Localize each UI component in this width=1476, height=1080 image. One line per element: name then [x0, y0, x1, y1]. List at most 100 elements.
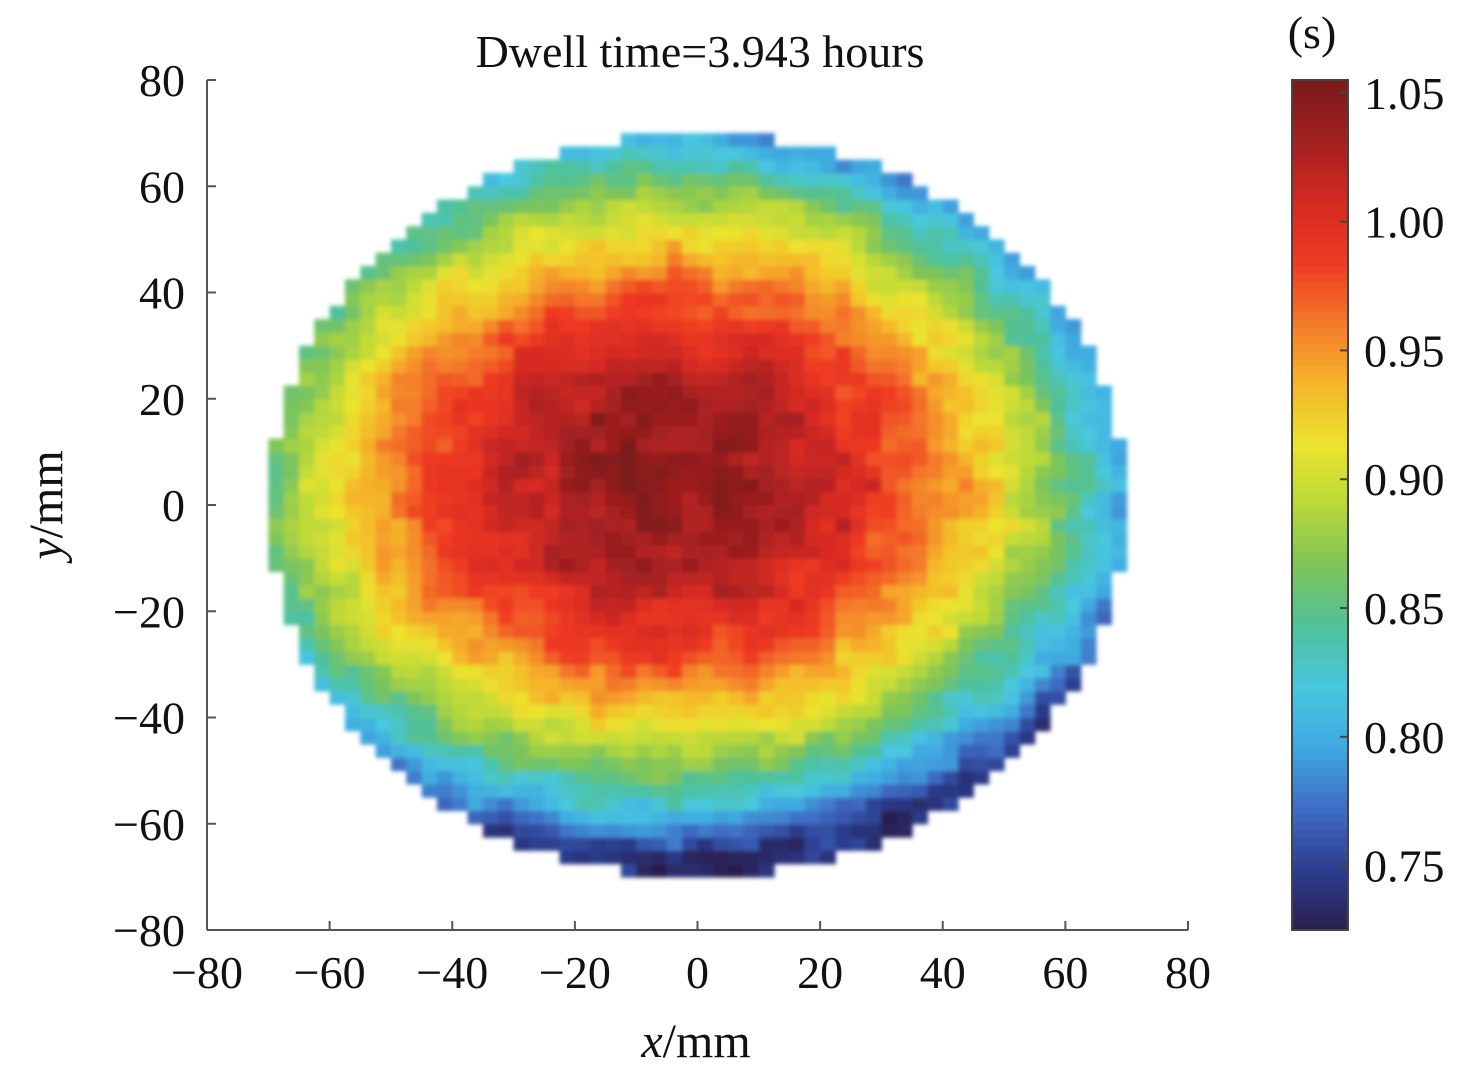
heatmap-cell [712, 717, 729, 732]
heatmap-cell [344, 372, 361, 387]
heatmap-cell [697, 544, 714, 559]
heatmap-cell [436, 239, 453, 254]
heatmap-cell [574, 199, 591, 214]
heatmap-cell [1065, 544, 1082, 559]
heatmap-cell [544, 505, 561, 519]
colorbar-swatch [1292, 141, 1348, 151]
heatmap-cell [528, 518, 545, 533]
heatmap-cell [912, 597, 929, 612]
heatmap-cell [958, 531, 975, 546]
heatmap-cell [513, 159, 530, 174]
heatmap-cell [467, 478, 484, 493]
heatmap-cell [375, 730, 392, 745]
heatmap-cell [498, 730, 515, 745]
heatmap-cell [712, 823, 729, 838]
heatmap-cell [774, 837, 791, 851]
colorbar-swatch [1292, 87, 1348, 97]
heatmap-cell [881, 717, 898, 732]
heatmap-cell [666, 690, 683, 705]
heatmap-cell [513, 478, 530, 493]
heatmap-cell [344, 332, 361, 347]
heatmap-cell [896, 810, 913, 825]
heatmap-cell [866, 279, 883, 294]
heatmap-cell [912, 358, 929, 373]
heatmap-cell [636, 146, 653, 161]
heatmap-cell [452, 438, 469, 453]
heatmap-cell [344, 717, 361, 732]
heatmap-cell [758, 358, 775, 373]
heatmap-cell [804, 305, 821, 320]
heatmap-cell [314, 651, 331, 665]
colorbar-swatch [1292, 837, 1348, 846]
heatmap-cell [804, 611, 821, 626]
heatmap-cell [544, 332, 561, 347]
colorbar-swatch [1292, 497, 1348, 506]
heatmap-cell [789, 199, 806, 214]
heatmap-cell [666, 358, 683, 373]
heatmap-cell [620, 239, 637, 254]
heatmap-cell [743, 133, 760, 148]
heatmap-cell [636, 863, 653, 878]
heatmap-cell [559, 797, 576, 812]
heatmap-cell [559, 159, 576, 174]
heatmap-cell [697, 505, 714, 519]
heatmap-cell [988, 465, 1005, 480]
colorbar-swatch [1292, 590, 1348, 599]
heatmap-cell [559, 677, 576, 692]
heatmap-cell [528, 531, 545, 546]
heatmap-cell [406, 584, 423, 599]
heatmap-cell [1096, 531, 1112, 546]
heatmap-cell [482, 319, 499, 333]
heatmap-cell [1004, 518, 1020, 533]
heatmap-cell [421, 584, 438, 599]
heatmap-cell [804, 837, 821, 851]
heatmap-cell [528, 544, 545, 559]
heatmap-cell [712, 677, 729, 692]
heatmap-cell [743, 319, 760, 333]
heatmap-cell [774, 305, 791, 320]
heatmap-cell [544, 319, 561, 333]
heatmap-cell [820, 664, 837, 679]
heatmap-cell [850, 372, 867, 387]
heatmap-cell [390, 279, 407, 294]
heatmap-cell [666, 571, 683, 586]
heatmap-cell [820, 319, 837, 333]
heatmap-cell [850, 518, 867, 533]
heatmap-cell [896, 518, 913, 533]
heatmap-cell [344, 704, 361, 719]
heatmap-cell [513, 451, 530, 466]
heatmap-cell [1050, 438, 1066, 453]
heatmap-cell [375, 345, 392, 360]
heatmap-cell [666, 425, 683, 440]
heatmap-cell [1004, 412, 1020, 426]
heatmap-cell [498, 664, 515, 679]
heatmap-cell [482, 505, 499, 519]
heatmap-cell [344, 624, 361, 639]
heatmap-cell [666, 438, 683, 453]
heatmap-cell [927, 226, 944, 240]
heatmap-cell [697, 823, 714, 838]
heatmap-cell [958, 438, 975, 453]
heatmap-cell [697, 412, 714, 426]
colorbar-swatch [1292, 860, 1348, 869]
heatmap-cell [866, 584, 883, 599]
heatmap-cell [498, 212, 515, 227]
heatmap-cell [314, 438, 331, 453]
heatmap-cell [942, 319, 959, 333]
heatmap-cell [804, 319, 821, 333]
heatmap-cell [467, 226, 484, 240]
heatmap-cell [651, 730, 668, 745]
heatmap-cell [789, 531, 806, 546]
heatmap-cell [651, 571, 668, 586]
heatmap-cell [651, 186, 668, 201]
heatmap-cell [605, 226, 622, 240]
heatmap-cell [850, 783, 867, 798]
heatmap-cell [1080, 584, 1097, 599]
heatmap-cell [789, 239, 806, 254]
heatmap-cell [912, 451, 929, 466]
heatmap-cell [1050, 505, 1066, 519]
heatmap-cell [482, 744, 499, 758]
heatmap-cell [590, 597, 607, 612]
heatmap-cell [436, 717, 453, 732]
heatmap-cell [636, 265, 653, 280]
